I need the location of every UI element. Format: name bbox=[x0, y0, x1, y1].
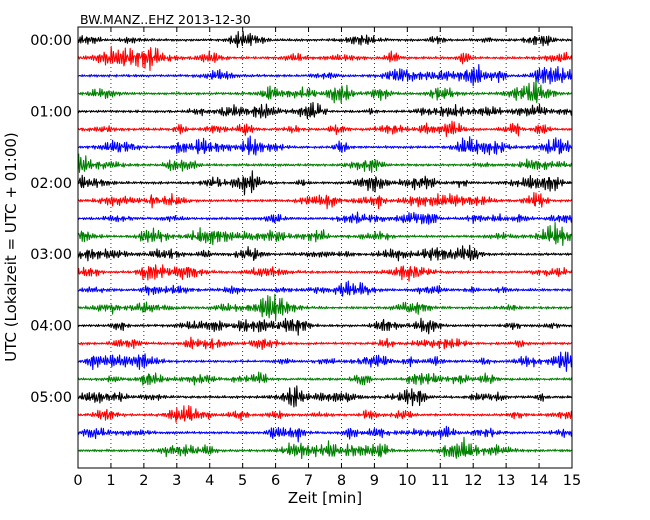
trace-row bbox=[77, 135, 573, 156]
x-tick-label: 2 bbox=[139, 473, 148, 489]
trace-row bbox=[77, 170, 573, 196]
x-tick-label: 3 bbox=[172, 473, 181, 489]
x-axis-ticks: 0 1 2 3 4 5 6 7 8 9 10 11 12 13 14 15 bbox=[73, 27, 581, 489]
seismic-traces bbox=[77, 31, 573, 460]
y-tick-label: 02:00 bbox=[30, 176, 72, 192]
trace-row bbox=[77, 211, 573, 225]
y-axis-ticks: 00:00 01:00 02:00 03:00 04:00 05:00 bbox=[30, 33, 572, 406]
trace-row bbox=[77, 336, 573, 350]
trace-row bbox=[77, 385, 573, 408]
x-tick-label: 13 bbox=[497, 473, 515, 489]
x-tick-label: 10 bbox=[398, 473, 416, 489]
plot-frame bbox=[77, 26, 573, 469]
y-tick-label: 03:00 bbox=[30, 247, 72, 263]
trace-row bbox=[77, 101, 573, 120]
trace-row bbox=[77, 351, 573, 372]
x-tick-label: 9 bbox=[370, 473, 379, 489]
x-axis-label: Zeit [min] bbox=[288, 489, 362, 507]
trace-row bbox=[77, 31, 573, 48]
y-tick-label: 04:00 bbox=[30, 319, 72, 335]
y-axis-label: UTC (Lokalzeit = UTC + 01:00) bbox=[2, 132, 20, 362]
trace-row bbox=[77, 371, 573, 386]
x-tick-label: 8 bbox=[337, 473, 346, 489]
trace-row bbox=[78, 63, 573, 87]
x-tick-label: 5 bbox=[238, 473, 247, 489]
x-tick-label: 1 bbox=[106, 473, 115, 489]
trace-row bbox=[77, 293, 573, 322]
x-tick-label: 4 bbox=[205, 473, 214, 489]
trace-row bbox=[77, 264, 573, 282]
trace-row bbox=[77, 221, 573, 247]
x-tick-label: 14 bbox=[530, 473, 548, 489]
y-tick-label: 01:00 bbox=[30, 104, 72, 120]
trace-row bbox=[78, 120, 573, 137]
x-tick-label: 11 bbox=[431, 473, 449, 489]
x-tick-label: 7 bbox=[304, 473, 313, 489]
trace-row bbox=[77, 404, 573, 423]
trace-row bbox=[77, 436, 573, 460]
chart-title: BW.MANZ..EHZ 2013-12-30 bbox=[80, 12, 251, 27]
x-tick-label: 12 bbox=[464, 473, 482, 489]
trace-row bbox=[77, 280, 573, 297]
x-tick-label: 0 bbox=[73, 473, 82, 489]
y-tick-label: 00:00 bbox=[30, 33, 72, 49]
trace-row bbox=[77, 191, 573, 210]
trace-row bbox=[77, 45, 573, 72]
trace-row bbox=[78, 78, 573, 104]
trace-row bbox=[77, 425, 573, 443]
x-tick-label: 6 bbox=[271, 473, 280, 489]
grid-lines bbox=[110, 27, 540, 468]
plot-area-background bbox=[78, 27, 572, 468]
trace-row bbox=[77, 244, 573, 262]
trace-row bbox=[77, 317, 573, 336]
x-tick-label: 15 bbox=[563, 473, 581, 489]
y-tick-label: 05:00 bbox=[30, 390, 72, 406]
trace-row bbox=[77, 153, 573, 173]
